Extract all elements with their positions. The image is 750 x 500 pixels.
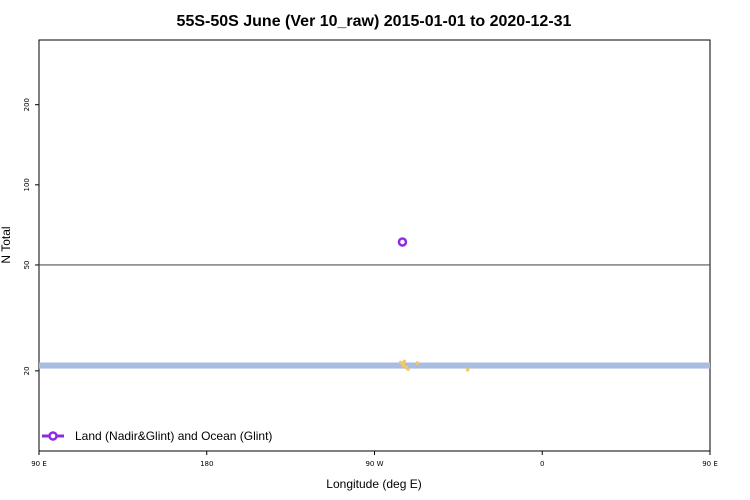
x-tick-label: 90 E [31, 460, 47, 468]
x-axis-label: Longitude (deg E) [326, 477, 421, 491]
y-tick-label: 100 [23, 178, 31, 191]
y-tick-label: 200 [23, 98, 31, 111]
plot-frame [38, 39, 711, 452]
background-point [402, 359, 407, 364]
background-points [398, 359, 470, 372]
y-axis-label: N Total [0, 226, 13, 263]
y-axis: 20 50 100 200 [23, 98, 39, 375]
background-point [401, 363, 406, 368]
background-point [406, 367, 410, 371]
legend-marker-icon [48, 431, 58, 441]
series-point [397, 237, 408, 247]
series-points [397, 237, 408, 247]
y-tick-label: 50 [23, 260, 31, 269]
background-point [415, 361, 420, 365]
x-tick-label: 90 W [365, 460, 383, 468]
data-band [39, 362, 710, 369]
legend: Land (Nadir&Glint) and Ocean (Glint) [42, 429, 272, 443]
x-tick-label: 180 [200, 460, 213, 468]
legend-label: Land (Nadir&Glint) and Ocean (Glint) [75, 429, 272, 443]
y-tick-label: 20 [23, 366, 31, 375]
x-tick-label: 0 [540, 460, 544, 468]
background-point [465, 367, 470, 372]
chart-title: 55S-50S June (Ver 10_raw) 2015-01-01 to … [177, 13, 572, 30]
x-axis: 90 E 180 90 W 0 90 E [31, 451, 718, 468]
x-tick-label: 90 E [702, 460, 718, 468]
